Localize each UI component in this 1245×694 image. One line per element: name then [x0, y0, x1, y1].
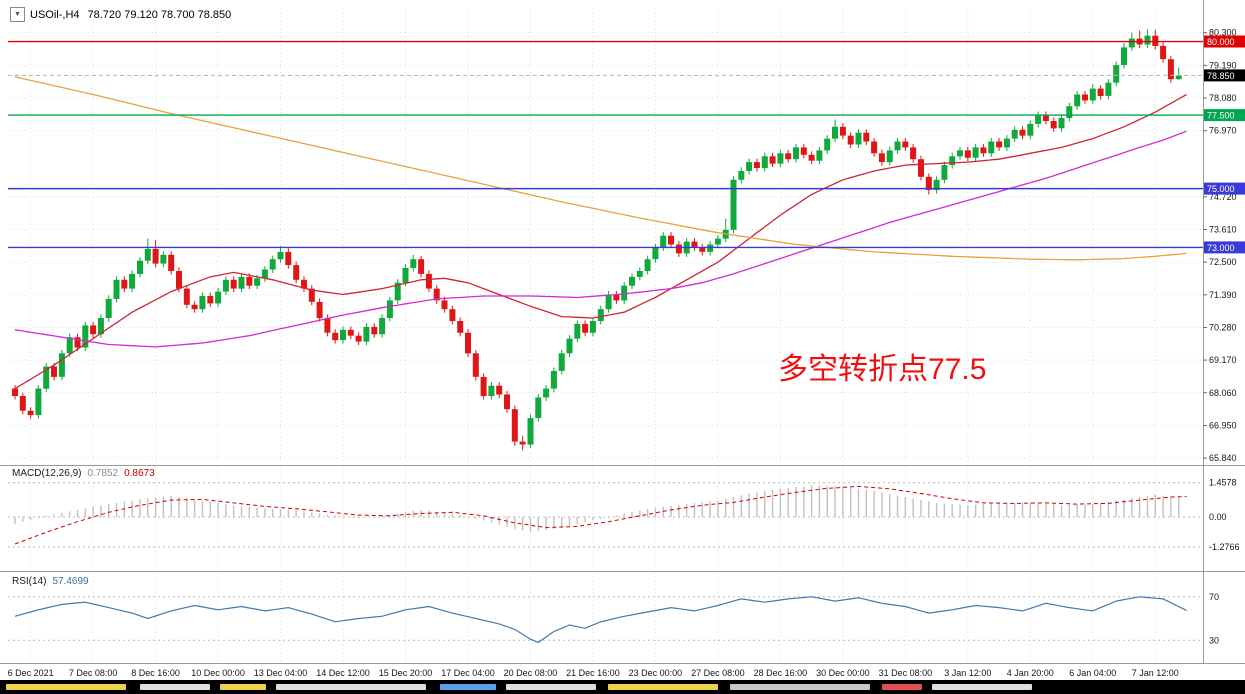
status-bar-segment — [276, 684, 426, 690]
status-bar-segment — [140, 684, 210, 690]
svg-text:10 Dec 00:00: 10 Dec 00:00 — [191, 668, 245, 678]
ohlc-values-label: 78.720 79.120 78.700 78.850 — [87, 8, 232, 21]
price-badge-77.500: 77.500 — [1204, 109, 1245, 122]
status-bar-segment — [220, 684, 266, 690]
price-axis: 80.300 79.190 78.080 76.970 74.720 73.610 72.5… — [1203, 28, 1245, 645]
svg-text:0.00: 0.00 — [1209, 512, 1227, 522]
price-badge-73.000: 73.000 — [1204, 241, 1245, 254]
svg-text:14 Dec 12:00: 14 Dec 12:00 — [316, 668, 370, 678]
svg-text:78.080: 78.080 — [1209, 93, 1237, 103]
svg-text:27 Dec 08:00: 27 Dec 08:00 — [691, 668, 745, 678]
status-bar-segment — [440, 684, 496, 690]
macd-indicator-name: MACD(12,26,9) — [12, 468, 82, 479]
svg-text:21 Dec 16:00: 21 Dec 16:00 — [566, 668, 620, 678]
macd-main-value: 0.7852 — [87, 468, 119, 479]
svg-text:30: 30 — [1209, 635, 1219, 645]
candles-layer — [12, 29, 1182, 451]
svg-text:66.950: 66.950 — [1209, 420, 1237, 430]
svg-text:76.970: 76.970 — [1209, 126, 1237, 136]
chart-annotation-text: 多空转折点77.5 — [778, 353, 987, 386]
svg-text:77.500: 77.500 — [1207, 111, 1235, 121]
svg-text:80.300: 80.300 — [1209, 28, 1237, 38]
rsi-panel-label: RSI(14) 57.4699 — [12, 576, 89, 587]
svg-text:20 Dec 08:00: 20 Dec 08:00 — [504, 668, 558, 678]
status-bar-segment — [608, 684, 718, 690]
svg-text:30 Dec 00:00: 30 Dec 00:00 — [816, 668, 870, 678]
rsi-value: 57.4699 — [52, 576, 89, 587]
svg-text:70: 70 — [1209, 592, 1219, 602]
status-bar — [0, 680, 1245, 694]
svg-text:13 Dec 04:00: 13 Dec 04:00 — [254, 668, 308, 678]
moving-averages-layer — [14, 76, 1187, 390]
price-badge-78.850: 78.850 — [1204, 69, 1245, 82]
svg-text:17 Dec 04:00: 17 Dec 04:00 — [441, 668, 495, 678]
svg-text:72.500: 72.500 — [1209, 257, 1237, 267]
svg-text:28 Dec 16:00: 28 Dec 16:00 — [754, 668, 808, 678]
macd-signal-value: 0.8673 — [124, 468, 155, 479]
macd-layer — [8, 482, 1203, 548]
svg-text:8 Dec 16:00: 8 Dec 16:00 — [131, 668, 180, 678]
rsi-indicator-name: RSI(14) — [12, 576, 47, 587]
collapse-toggle-icon[interactable]: ▼ — [10, 7, 25, 22]
svg-text:65.840: 65.840 — [1209, 453, 1237, 463]
price-badge-75.000: 75.000 — [1204, 182, 1245, 195]
svg-text:80.000: 80.000 — [1207, 37, 1235, 47]
ma-magenta-line — [14, 130, 1187, 348]
svg-text:6 Dec 2021: 6 Dec 2021 — [8, 668, 54, 678]
svg-text:73.000: 73.000 — [1207, 243, 1235, 253]
svg-text:68.060: 68.060 — [1209, 388, 1237, 398]
status-bar-segment — [730, 684, 870, 690]
symbol-period-label: USOil-,H4 — [30, 8, 80, 21]
svg-text:3 Jan 12:00: 3 Jan 12:00 — [944, 668, 991, 678]
svg-text:31 Dec 08:00: 31 Dec 08:00 — [879, 668, 933, 678]
status-bar-segment — [6, 684, 126, 690]
svg-text:23 Dec 00:00: 23 Dec 00:00 — [629, 668, 683, 678]
ma-orange-line — [14, 76, 1187, 261]
svg-text:6 Jan 04:00: 6 Jan 04:00 — [1069, 668, 1116, 678]
panel-separators — [0, 0, 1245, 664]
grid-layer — [8, 8, 1203, 662]
svg-text:7 Dec 08:00: 7 Dec 08:00 — [69, 668, 118, 678]
svg-text:70.280: 70.280 — [1209, 323, 1237, 333]
svg-text:73.610: 73.610 — [1209, 225, 1237, 235]
ma-red-line — [14, 93, 1187, 390]
svg-text:71.390: 71.390 — [1209, 290, 1237, 300]
price-badge-80.000: 80.000 — [1204, 35, 1245, 48]
status-bar-segment — [506, 684, 596, 690]
svg-text:69.170: 69.170 — [1209, 355, 1237, 365]
rsi-layer — [8, 596, 1203, 644]
macd-panel-label: MACD(12,26,9) 0.7852 0.8673 — [12, 468, 155, 479]
svg-text:-1.2766: -1.2766 — [1209, 542, 1240, 552]
svg-text:75.000: 75.000 — [1207, 184, 1235, 194]
svg-text:78.850: 78.850 — [1207, 71, 1235, 81]
svg-text:4 Jan 20:00: 4 Jan 20:00 — [1007, 668, 1054, 678]
svg-text:7 Jan 12:00: 7 Jan 12:00 — [1132, 668, 1179, 678]
rsi-line — [14, 596, 1187, 644]
time-axis: 6 Dec 2021 7 Dec 08:00 8 Dec 16:00 10 Dec 0… — [8, 668, 1179, 678]
symbol-title: ▼ USOil-,H4 78.720 79.120 78.700 78.850 — [10, 7, 231, 22]
level-lines-layer — [8, 40, 1203, 249]
status-bar-segment — [932, 684, 1032, 690]
svg-text:15 Dec 20:00: 15 Dec 20:00 — [379, 668, 433, 678]
svg-text:79.190: 79.190 — [1209, 60, 1237, 70]
svg-text:74.720: 74.720 — [1209, 192, 1237, 202]
svg-text:1.4578: 1.4578 — [1209, 478, 1237, 488]
status-bar-segment — [882, 684, 922, 690]
macd-signal-line — [14, 485, 1187, 545]
